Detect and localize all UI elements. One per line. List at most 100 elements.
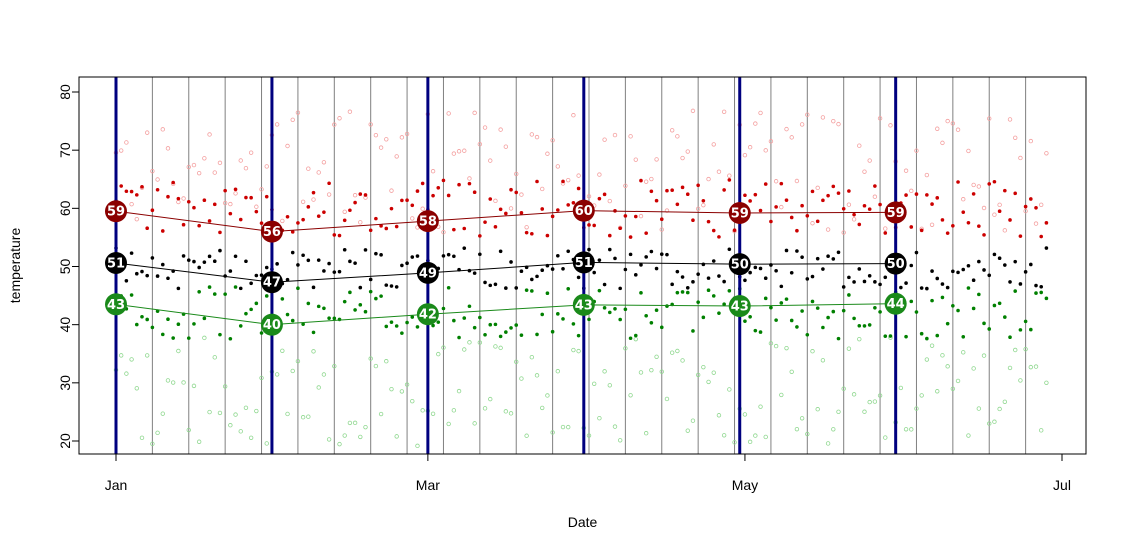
low-marker-label: 42 bbox=[419, 308, 437, 323]
faint-low-point bbox=[591, 381, 597, 386]
high-point bbox=[244, 195, 248, 200]
high-point bbox=[930, 202, 934, 206]
mid-point bbox=[951, 269, 955, 274]
mid-point bbox=[743, 278, 747, 283]
mid-point bbox=[763, 276, 768, 281]
faint-high-point bbox=[389, 188, 394, 193]
mid-point bbox=[711, 259, 716, 263]
low-point bbox=[290, 318, 295, 323]
faint-low-point bbox=[300, 415, 306, 420]
faint-low-point bbox=[909, 427, 914, 432]
faint-high-point bbox=[742, 152, 748, 158]
faint-low-point bbox=[794, 426, 800, 432]
mid-point bbox=[228, 269, 233, 273]
mid-point bbox=[405, 261, 409, 266]
faint-high-point bbox=[836, 121, 841, 127]
low-point bbox=[550, 329, 555, 334]
faint-high-point bbox=[441, 230, 446, 235]
faint-low-point bbox=[862, 409, 867, 414]
faint-high-point bbox=[508, 206, 514, 211]
faint-high-point bbox=[248, 150, 254, 155]
low-point bbox=[951, 303, 955, 308]
faint-low-point bbox=[1039, 428, 1044, 433]
faint-low-point bbox=[586, 433, 592, 438]
high-point bbox=[628, 235, 633, 239]
faint-low-point bbox=[352, 420, 358, 426]
high-point bbox=[857, 222, 862, 227]
faint-low-point bbox=[202, 335, 207, 341]
mid-point bbox=[587, 247, 591, 252]
period-lines bbox=[114, 77, 898, 454]
high-point bbox=[914, 192, 919, 196]
low-point bbox=[322, 306, 326, 311]
faint-low-point bbox=[628, 393, 633, 398]
faint-high-point bbox=[1002, 228, 1008, 233]
low-point bbox=[831, 309, 836, 314]
low-point bbox=[197, 289, 201, 294]
low-point bbox=[478, 315, 482, 320]
faint-low-point bbox=[701, 364, 706, 370]
x-axis: Jan Mar May Jul bbox=[105, 453, 1071, 493]
mid-point bbox=[441, 254, 446, 258]
low-point bbox=[1018, 328, 1023, 332]
high-point bbox=[119, 184, 123, 188]
mid-point bbox=[753, 265, 758, 270]
high-point bbox=[956, 180, 960, 184]
faint-high-point bbox=[945, 118, 950, 124]
high-marker bbox=[572, 199, 595, 222]
high-marker-label: 59 bbox=[887, 206, 905, 221]
faint-high-point bbox=[514, 171, 519, 177]
high-point bbox=[696, 183, 700, 188]
high-point bbox=[841, 206, 846, 211]
high-point bbox=[514, 190, 519, 195]
y-tick-label: 80 bbox=[57, 84, 73, 100]
faint-high-point bbox=[706, 176, 711, 182]
faint-low-point bbox=[602, 369, 607, 374]
low-point bbox=[244, 311, 248, 316]
low-point bbox=[166, 317, 170, 321]
low-point bbox=[192, 322, 196, 326]
faint-high-point bbox=[430, 169, 436, 174]
low-point bbox=[400, 331, 404, 335]
faint-low-point bbox=[332, 363, 337, 369]
faint-high-point bbox=[976, 184, 982, 189]
faint-high-point bbox=[420, 206, 425, 211]
mid-point bbox=[1039, 284, 1044, 289]
mid-point bbox=[992, 252, 997, 257]
high-point bbox=[935, 196, 940, 200]
low-point bbox=[904, 334, 908, 339]
low-point bbox=[815, 306, 820, 310]
y-tick-label: 50 bbox=[57, 259, 73, 275]
mid-point bbox=[919, 286, 924, 290]
faint-low-point bbox=[747, 439, 753, 445]
faint-low-point bbox=[514, 359, 519, 365]
high-point bbox=[1003, 188, 1007, 193]
mid-marker bbox=[105, 252, 127, 275]
faint-high-point bbox=[451, 151, 457, 156]
faint-low-point bbox=[160, 411, 165, 416]
faint-high-point bbox=[690, 108, 696, 114]
faint-high-point bbox=[903, 168, 909, 173]
mid-point bbox=[348, 259, 352, 264]
faint-low-point bbox=[165, 378, 171, 383]
mid-point bbox=[826, 254, 830, 259]
mid-point bbox=[472, 271, 477, 275]
high-point bbox=[670, 188, 674, 192]
faint-high-point bbox=[202, 156, 207, 161]
mid-point bbox=[623, 267, 628, 272]
high-point bbox=[238, 217, 243, 222]
mid-point bbox=[597, 258, 602, 262]
high-point bbox=[327, 181, 331, 186]
faint-low-point bbox=[976, 406, 982, 411]
high-point bbox=[384, 226, 389, 231]
low-point bbox=[176, 322, 181, 327]
mid-point bbox=[166, 276, 170, 281]
mid-point bbox=[925, 286, 929, 291]
mid-point bbox=[659, 252, 664, 256]
high-point bbox=[192, 205, 196, 210]
faint-high-point bbox=[1007, 117, 1013, 122]
faint-low-point bbox=[950, 386, 956, 391]
high-point bbox=[691, 218, 695, 223]
faint-high-point bbox=[545, 151, 550, 156]
